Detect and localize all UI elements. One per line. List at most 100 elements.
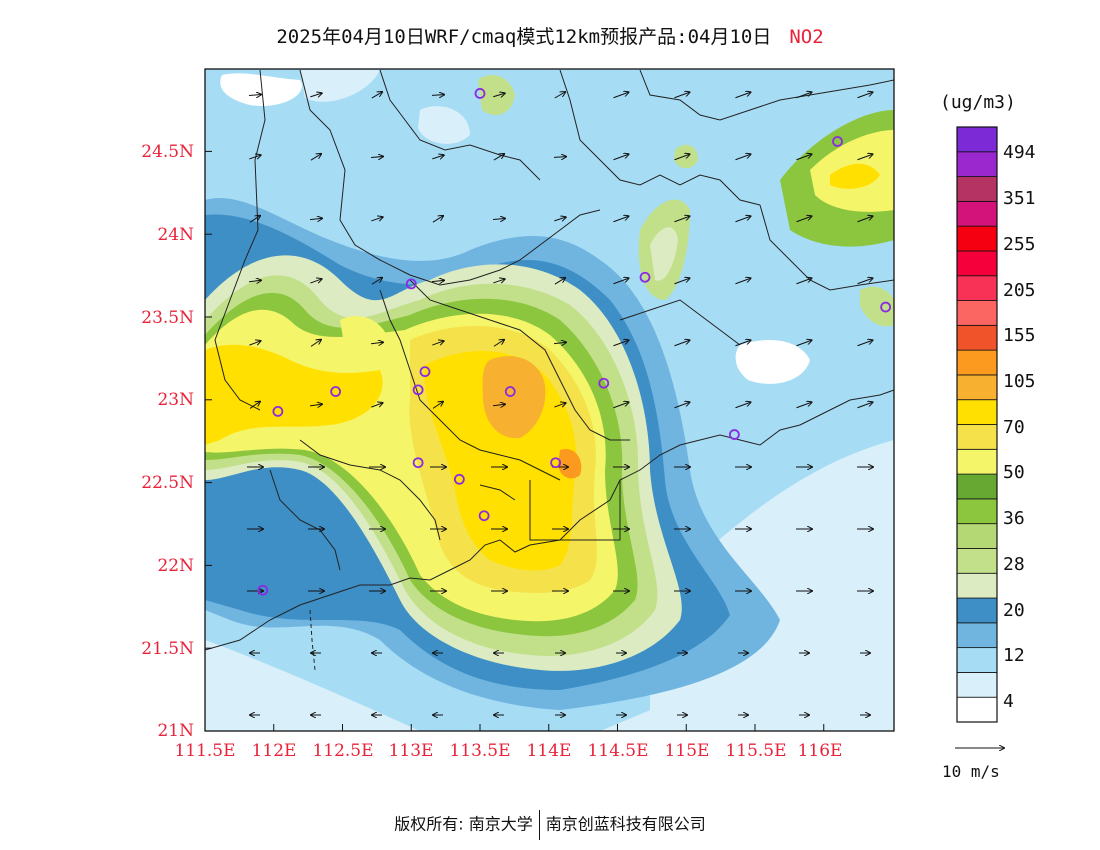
station-marker bbox=[405, 278, 417, 290]
wind-vector bbox=[796, 92, 811, 99]
wind-vector bbox=[857, 154, 872, 161]
copyright-company: 南京创蓝科技有限公司 bbox=[545, 814, 706, 834]
wind-vector bbox=[493, 279, 504, 283]
wind-vector bbox=[492, 404, 505, 405]
colorbar-swatch bbox=[956, 300, 998, 326]
wind-vector bbox=[370, 156, 383, 157]
colorbar-swatch bbox=[956, 448, 998, 475]
lon-label: 116E bbox=[797, 741, 843, 761]
colorbar-units: (ug/m3) bbox=[940, 92, 1016, 113]
wind-vector bbox=[249, 341, 260, 346]
colorbar-swatch bbox=[956, 647, 998, 673]
colorbar-swatch bbox=[956, 324, 998, 351]
wind-vector bbox=[613, 154, 628, 161]
wind-vector bbox=[674, 154, 689, 161]
wind-vector bbox=[613, 216, 628, 223]
wind-vector bbox=[735, 92, 750, 99]
lon-label: 111.5E bbox=[174, 741, 236, 761]
station-marker bbox=[272, 405, 284, 417]
colorbar-label: 255 bbox=[1003, 234, 1036, 255]
colorbar-label: 351 bbox=[1003, 188, 1036, 209]
colorbar-swatch bbox=[956, 374, 998, 401]
copyright-owner: 版权所有: 南京大学 bbox=[394, 814, 533, 834]
colorbar-swatch bbox=[956, 275, 998, 301]
wind-vector bbox=[370, 342, 383, 343]
station-marker bbox=[832, 136, 843, 147]
lon-label: 114.5E bbox=[587, 741, 649, 761]
wind-vector bbox=[310, 279, 321, 284]
colorbar-swatch bbox=[956, 572, 998, 599]
wind-vectors bbox=[247, 92, 873, 715]
lat-label: 22N bbox=[157, 556, 194, 576]
copyright-footer: 版权所有: 南京大学 南京创蓝科技有限公司 bbox=[0, 810, 1100, 840]
colorbar-label: 4 bbox=[1003, 691, 1014, 712]
wind-vector bbox=[554, 403, 565, 408]
lat-label: 24.5N bbox=[141, 142, 194, 162]
colorbar-swatch bbox=[956, 622, 998, 649]
wind-vector bbox=[431, 280, 444, 281]
lat-label: 23.5N bbox=[141, 308, 194, 328]
wind-vector bbox=[735, 340, 750, 347]
wind-vector bbox=[735, 278, 750, 285]
station-marker bbox=[504, 386, 516, 397]
copyright-separator bbox=[538, 810, 540, 840]
wind-vector bbox=[674, 340, 689, 347]
colorbar-label: 70 bbox=[1003, 417, 1025, 438]
colorbar bbox=[956, 126, 998, 723]
wind-vector bbox=[310, 93, 321, 97]
colorbar-swatch bbox=[956, 523, 998, 549]
wind-vector bbox=[735, 402, 750, 409]
station-marker bbox=[257, 584, 269, 596]
wind-vector bbox=[248, 94, 261, 95]
station-marker bbox=[419, 366, 431, 378]
wind-vector bbox=[249, 155, 260, 159]
wind-vector bbox=[249, 402, 260, 409]
colorbar-label: 205 bbox=[1003, 280, 1036, 301]
wind-vector bbox=[431, 95, 444, 96]
wind-vector bbox=[674, 92, 689, 99]
colorbar-swatch bbox=[956, 126, 998, 153]
lat-label: 22.5N bbox=[141, 473, 194, 493]
wind-vector bbox=[432, 341, 443, 346]
station-marker bbox=[598, 377, 610, 389]
wind-vector bbox=[554, 217, 565, 221]
wind-vector bbox=[857, 216, 872, 223]
wind-vector bbox=[554, 92, 565, 99]
colorbar-label: 50 bbox=[1003, 462, 1025, 483]
lat-label: 21.5N bbox=[141, 639, 194, 659]
wind-vector bbox=[553, 342, 566, 343]
concentration-field bbox=[205, 69, 894, 731]
wind-vector bbox=[553, 157, 566, 158]
wind-vector bbox=[796, 402, 811, 409]
monitoring-stations bbox=[257, 88, 892, 596]
colorbar-label: 105 bbox=[1003, 371, 1036, 392]
station-marker bbox=[330, 386, 342, 397]
station-marker bbox=[639, 271, 651, 283]
colorbar-swatch bbox=[956, 151, 998, 177]
wind-vector bbox=[796, 154, 811, 161]
colorbar-swatch bbox=[956, 399, 998, 425]
lon-label: 113.5E bbox=[449, 741, 511, 761]
wind-vector bbox=[857, 402, 872, 409]
lon-label: 113E bbox=[388, 741, 434, 761]
lon-label: 115.5E bbox=[725, 741, 787, 761]
wind-vector bbox=[371, 217, 382, 221]
wind-vector bbox=[613, 92, 628, 99]
wind-vector bbox=[432, 216, 443, 223]
wind-vector bbox=[432, 155, 443, 159]
station-marker bbox=[728, 429, 740, 440]
lon-label: 112.5E bbox=[312, 741, 374, 761]
wind-vector bbox=[674, 216, 689, 223]
wind-vector bbox=[674, 402, 689, 409]
wind-vector bbox=[613, 278, 628, 285]
wind-vector bbox=[310, 154, 321, 161]
wind-vector bbox=[432, 402, 443, 409]
colorbar-swatch bbox=[956, 176, 998, 202]
colorbar-swatch bbox=[956, 200, 998, 227]
wind-vector bbox=[310, 340, 321, 347]
wind-vector bbox=[613, 340, 628, 347]
title-text: 2025年04月10日WRF/cmaq模式12km预报产品:04月10日 bbox=[276, 26, 772, 48]
colorbar-label: 36 bbox=[1003, 508, 1025, 529]
colorbar-swatch bbox=[956, 498, 998, 525]
